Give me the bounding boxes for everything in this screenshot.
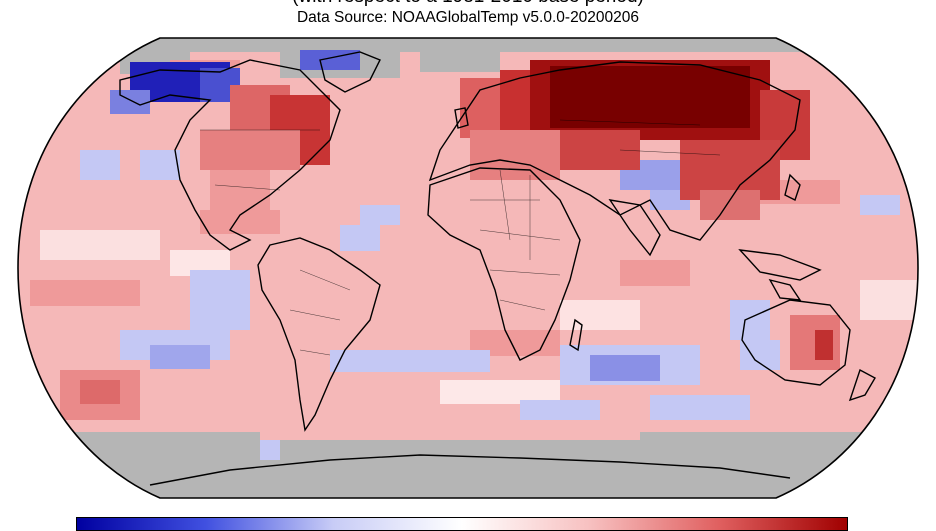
warm-patch-australia [815,330,833,360]
country-borders [200,119,721,356]
arctic-no-data [18,38,918,52]
antarctic-no-data [18,440,918,498]
warm-anomaly-siberia [550,66,750,128]
map-subtitle-clipped: (with respect to a 1981-2010 base period… [0,0,936,8]
cold-patch-pacific [190,270,250,330]
colorbar [76,517,848,531]
globe-outline [17,37,919,499]
coastline-outline [119,51,876,486]
data-source-label: Data Source: NOAAGlobalTemp v5.0.0-20200… [296,9,640,26]
